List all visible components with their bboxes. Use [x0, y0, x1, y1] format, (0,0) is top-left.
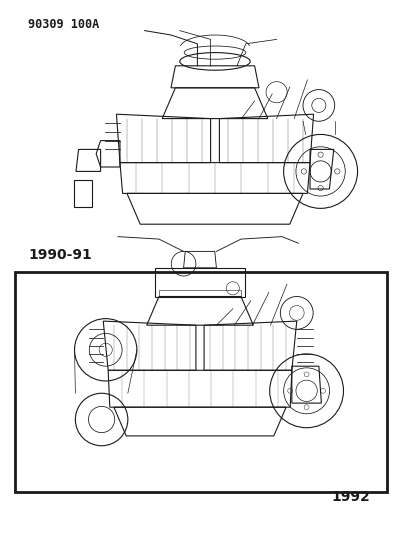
Text: 90309 100A: 90309 100A	[28, 18, 99, 31]
Text: 1992: 1992	[330, 490, 369, 504]
Text: 1990-91: 1990-91	[28, 248, 91, 262]
Bar	[159, 290, 241, 296]
Bar	[15, 272, 386, 492]
